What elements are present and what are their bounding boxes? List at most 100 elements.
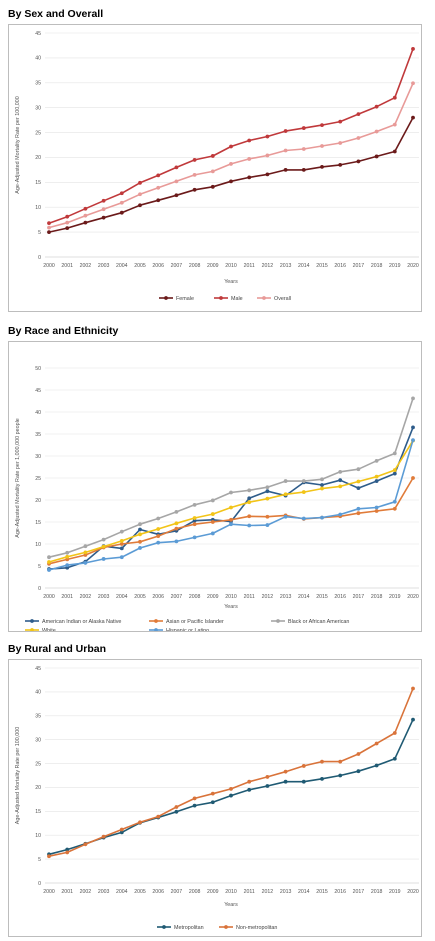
- data-point: [192, 796, 197, 801]
- legend-marker: [164, 296, 168, 300]
- data-point: [174, 509, 179, 514]
- data-point: [338, 469, 343, 474]
- data-point: [411, 476, 415, 480]
- data-point: [156, 814, 161, 819]
- x-tick-label: 2001: [61, 263, 73, 269]
- data-point: [320, 123, 324, 127]
- data-point: [83, 550, 88, 555]
- x-tick-label: 2020: [407, 594, 419, 600]
- data-point: [65, 847, 70, 852]
- data-point: [210, 512, 215, 516]
- data-point: [320, 759, 324, 764]
- data-point: [356, 511, 361, 516]
- data-point: [47, 568, 51, 572]
- data-point: [174, 526, 179, 531]
- y-tick-label: 25: [35, 761, 41, 767]
- data-point: [265, 523, 270, 527]
- x-tick-label: 2014: [298, 263, 310, 269]
- legend-label: Female: [176, 296, 194, 302]
- x-tick-label: 2003: [98, 594, 110, 600]
- x-axis-label: Years: [224, 902, 238, 908]
- data-point: [338, 759, 343, 764]
- data-point: [392, 122, 397, 127]
- data-point: [174, 805, 179, 809]
- data-point: [210, 154, 215, 158]
- data-point: [210, 184, 215, 189]
- data-point: [229, 793, 233, 798]
- x-tick-label: 2000: [43, 594, 55, 600]
- y-axis-label: Age-Adjusted Mortality Rate per 100,000: [15, 96, 21, 193]
- data-point: [283, 167, 288, 172]
- data-point: [101, 207, 106, 212]
- data-point: [65, 557, 70, 562]
- y-tick-label: 5: [38, 857, 41, 863]
- legend-label: American Indian or Alaska Native: [42, 619, 121, 625]
- data-point: [247, 157, 252, 161]
- data-point: [229, 144, 233, 149]
- y-axis-label: Age-Adjusted Mortality Rate per 100,000: [15, 727, 21, 824]
- x-tick-label: 2002: [80, 594, 92, 600]
- y-tick-label: 15: [35, 809, 41, 815]
- y-tick-label: 30: [35, 737, 41, 743]
- data-point: [229, 179, 233, 184]
- series-line: [48, 48, 414, 224]
- data-point: [247, 488, 252, 493]
- data-point: [411, 47, 415, 51]
- y-tick-label: 15: [35, 520, 41, 526]
- chart-frame-rural-urban: 0 5 10 15 20 25 30 35 40 45 2000 2001 2002 2003 2004 20…: [8, 659, 422, 937]
- data-point: [119, 210, 124, 215]
- data-point: [47, 555, 51, 560]
- data-point: [247, 523, 252, 528]
- data-point: [247, 175, 252, 180]
- data-point: [374, 458, 379, 463]
- x-tick-label: 2004: [116, 263, 128, 269]
- legend-label: Hispanic or Latino: [166, 628, 209, 631]
- data-point: [338, 773, 343, 778]
- data-point: [229, 517, 233, 522]
- data-point: [119, 827, 124, 832]
- series-line: [48, 82, 414, 229]
- legend-label: Black or African American: [288, 619, 349, 625]
- x-tick-label: 2020: [407, 889, 419, 895]
- data-point: [138, 180, 142, 185]
- y-tick-label: 25: [35, 130, 41, 136]
- data-point: [156, 534, 161, 538]
- data-point: [356, 479, 361, 484]
- legend-marker: [224, 925, 228, 929]
- legend-marker: [30, 628, 34, 631]
- y-tick-label: 50: [35, 366, 41, 372]
- data-point: [374, 129, 379, 134]
- data-point: [101, 557, 106, 561]
- data-point: [283, 779, 288, 784]
- data-point: [283, 148, 288, 153]
- chart-sex-overall: 0 5 10 15 20 25 30 35 40 45 2000 2001 2002 2003 2004 20…: [15, 31, 419, 302]
- data-point: [392, 468, 397, 472]
- x-tick-label: 2009: [207, 889, 219, 895]
- data-point: [320, 776, 324, 781]
- data-point: [119, 555, 124, 560]
- y-tick-label: 35: [35, 432, 41, 438]
- data-point: [83, 544, 88, 549]
- data-point: [320, 144, 324, 148]
- x-tick-label: 2007: [171, 594, 183, 600]
- data-point: [119, 542, 124, 546]
- data-point: [138, 203, 142, 208]
- data-point: [229, 505, 233, 510]
- x-tick-label: 2001: [61, 594, 73, 600]
- data-point: [138, 532, 142, 537]
- data-point: [192, 172, 197, 177]
- data-point: [47, 560, 51, 564]
- data-point: [210, 531, 215, 536]
- data-point: [338, 163, 343, 167]
- x-tick-label: 2005: [134, 263, 146, 269]
- data-point: [411, 438, 415, 443]
- legend-label: Metropolitan: [174, 925, 204, 931]
- data-point: [392, 149, 397, 154]
- data-point: [283, 514, 288, 519]
- data-point: [320, 477, 324, 482]
- data-point: [265, 775, 270, 779]
- data-point: [192, 158, 197, 162]
- y-tick-label: 20: [35, 785, 41, 791]
- data-point: [101, 537, 106, 542]
- x-tick-label: 2008: [189, 889, 201, 895]
